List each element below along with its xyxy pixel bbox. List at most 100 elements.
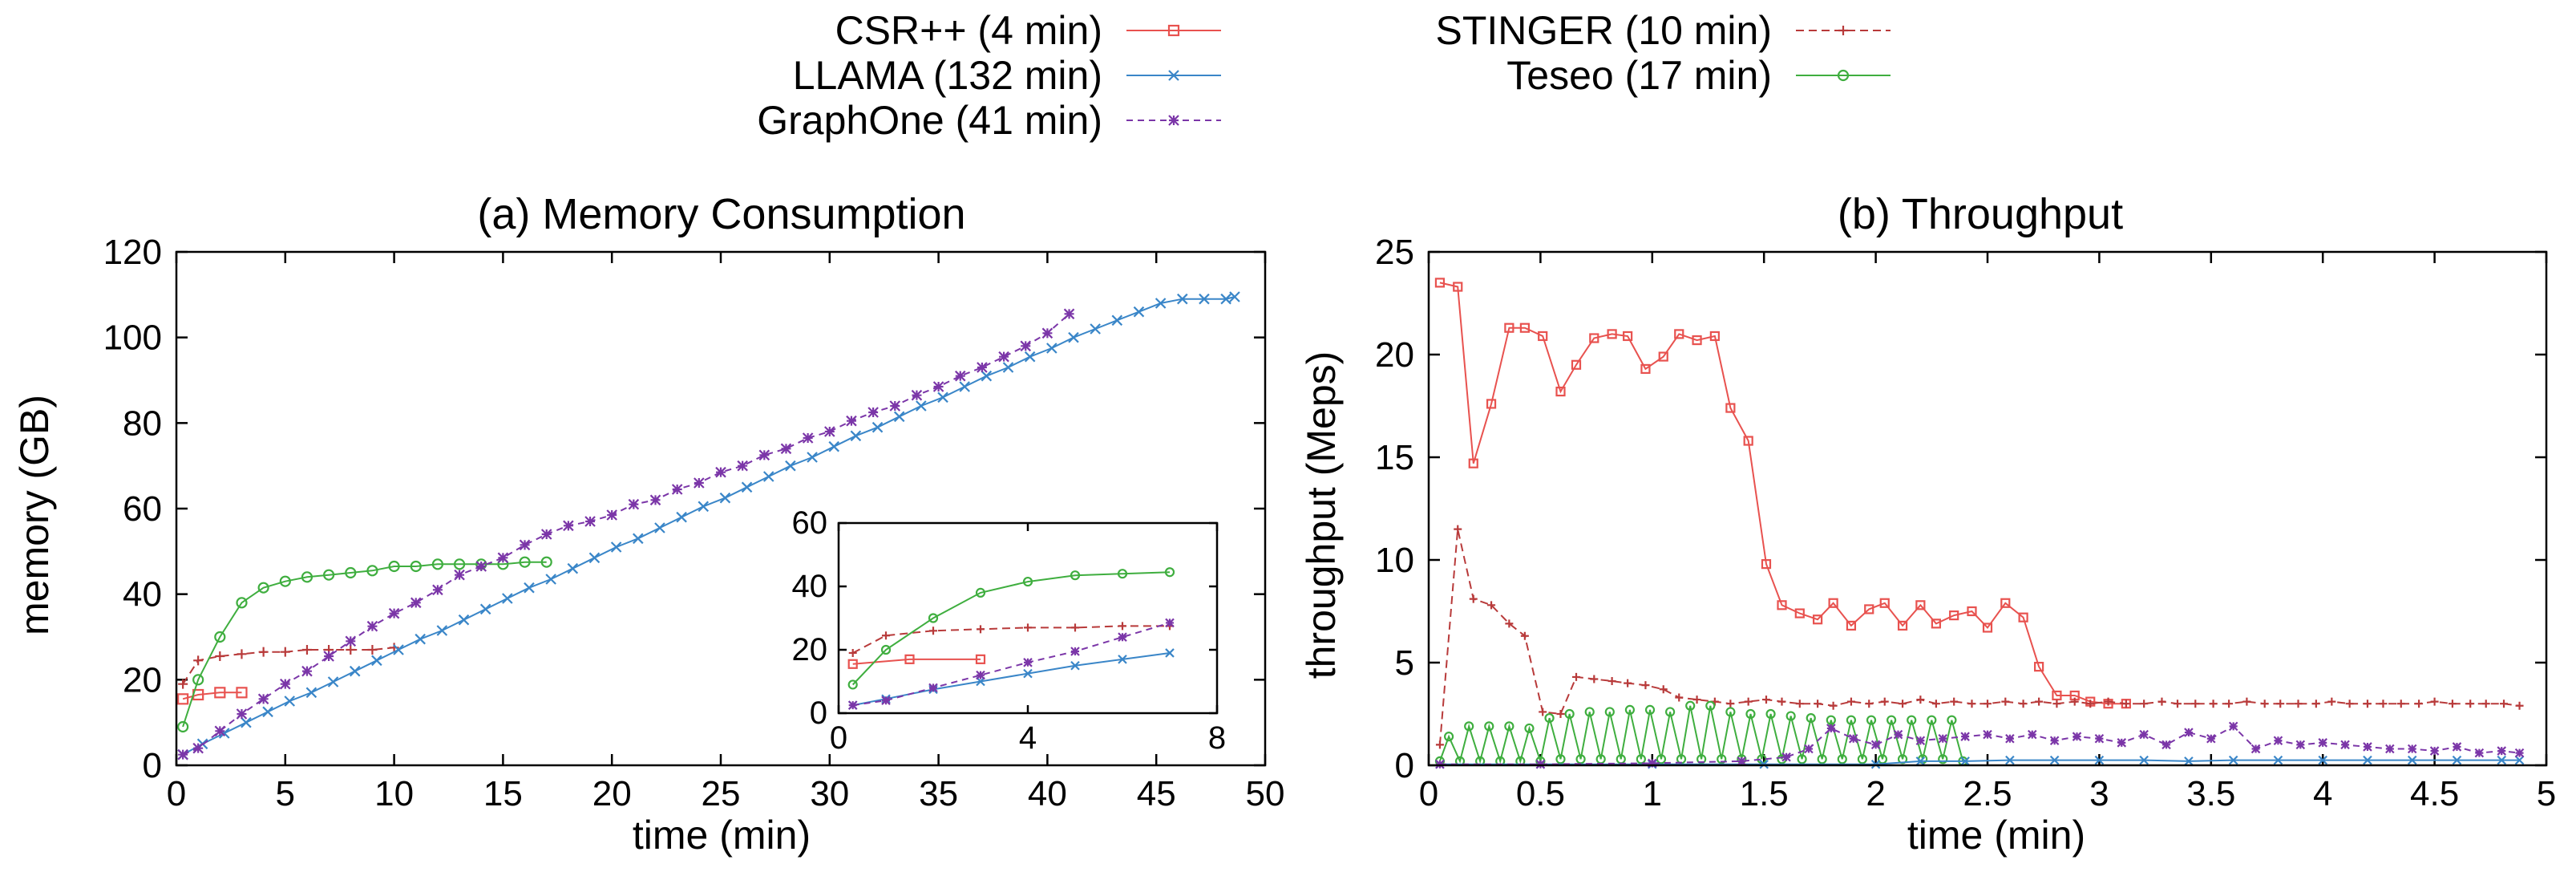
memory-point-csr	[236, 687, 248, 699]
memory-point-llama	[1111, 314, 1123, 326]
throughput-point-stinger	[2415, 700, 2424, 708]
throughput-point-teseo	[1604, 707, 1615, 717]
throughput-line-llama	[1439, 759, 2520, 765]
throughput-point-csr	[1879, 598, 1890, 608]
memory-inset-plot-frame	[837, 521, 1219, 715]
throughput-point-stinger	[2086, 700, 2095, 708]
legend-entry-llama: LLAMA (132 min)	[793, 53, 1221, 98]
throughput-point-stinger	[2157, 697, 2166, 706]
throughput-point-stinger	[1454, 525, 1462, 533]
throughput-point-stinger	[2121, 700, 2130, 708]
memory-point-graphone	[519, 539, 531, 551]
throughput-point-teseo	[1866, 715, 1877, 725]
memory-inset-point-stinger	[929, 627, 937, 635]
throughput-point-graphone	[1826, 724, 1836, 733]
memory-inset-point-teseo	[880, 644, 892, 655]
throughput-point-teseo	[1947, 715, 1957, 725]
throughput-xtick-label: 4	[2313, 774, 2332, 813]
throughput-xtick-label: 2	[1866, 774, 1885, 813]
throughput-point-teseo	[1705, 700, 1716, 711]
memory-point-stinger	[215, 651, 225, 661]
memory-chart: (a) Memory Consumption memory (GB) time …	[12, 190, 1284, 858]
throughput-point-teseo	[1725, 707, 1736, 717]
throughput-point-stinger	[1829, 701, 1838, 710]
memory-point-llama	[371, 655, 382, 667]
throughput-point-teseo	[1938, 754, 1948, 764]
memory-inset-point-graphone	[847, 700, 858, 710]
legend-marker-graphone	[1168, 115, 1179, 126]
memory-point-graphone	[867, 407, 879, 418]
throughput-point-stinger	[2327, 697, 2336, 706]
legend-label-graphone: GraphOne (41 min)	[757, 98, 1102, 143]
throughput-point-stinger	[2396, 700, 2405, 708]
throughput-point-stinger	[2515, 701, 2524, 710]
throughput-point-teseo	[1636, 754, 1646, 764]
throughput-point-csr	[1453, 282, 1463, 292]
throughput-point-graphone	[1915, 736, 1926, 746]
memory-xtick-label: 25	[702, 774, 741, 813]
memory-point-teseo	[345, 566, 357, 579]
throughput-point-stinger	[1675, 693, 1684, 702]
throughput-point-stinger	[2242, 697, 2251, 706]
memory-inset-point-stinger	[977, 625, 985, 634]
memory-point-llama	[1220, 293, 1231, 305]
memory-point-graphone	[388, 607, 400, 619]
throughput-point-csr	[1777, 600, 1787, 610]
memory-inset-point-llama	[1118, 655, 1127, 664]
throughput-point-graphone	[1848, 733, 1858, 744]
throughput-point-csr	[1915, 600, 1926, 610]
memory-inset-point-llama	[1023, 668, 1033, 679]
throughput-point-teseo	[1555, 754, 1566, 764]
memory-inset-line-llama	[852, 652, 1171, 707]
memory-point-llama	[524, 582, 535, 594]
throughput-point-stinger	[1744, 697, 1753, 706]
memory-inset-point-teseo	[1117, 569, 1128, 579]
memory-point-llama	[415, 633, 426, 645]
memory-inset-point-graphone	[1070, 647, 1080, 656]
memory-point-teseo	[366, 565, 378, 577]
memory-point-graphone	[977, 362, 988, 373]
memory-line-teseo	[182, 561, 547, 728]
throughput-point-stinger	[2466, 700, 2475, 708]
throughput-point-teseo	[1665, 707, 1676, 717]
memory-point-teseo	[519, 556, 531, 568]
memory-xtick-label: 10	[374, 774, 414, 813]
throughput-point-llama	[1759, 759, 1769, 769]
memory-point-llama	[262, 706, 273, 718]
memory-inset-point-graphone	[928, 683, 938, 693]
throughput-point-llama	[2407, 755, 2417, 765]
throughput-point-graphone	[1648, 758, 1657, 769]
throughput-point-llama	[2514, 755, 2525, 765]
memory-ytick-label: 100	[103, 318, 162, 358]
memory-point-teseo	[301, 571, 313, 583]
throughput-point-stinger	[2070, 697, 2079, 706]
throughput-chart-title: (b) Throughput	[1838, 190, 2123, 238]
throughput-point-csr	[1761, 559, 1772, 570]
throughput-ytick-label: 5	[1395, 643, 1414, 683]
throughput-point-stinger	[1950, 697, 1959, 706]
memory-point-teseo	[410, 560, 422, 573]
throughput-point-stinger	[1931, 700, 1940, 708]
throughput-ytick-label: 25	[1375, 233, 1414, 272]
throughput-point-graphone	[2027, 729, 2037, 740]
memory-point-llama	[633, 533, 644, 545]
memory-point-stinger	[367, 645, 378, 655]
throughput-point-stinger	[1435, 740, 1444, 749]
memory-point-llama	[654, 522, 665, 533]
memory-point-stinger	[178, 679, 188, 689]
memory-point-llama	[937, 391, 948, 404]
memory-point-llama	[916, 400, 927, 412]
throughput-line-stinger	[1438, 529, 2520, 745]
throughput-point-teseo	[1826, 715, 1836, 725]
memory-point-graphone	[932, 381, 944, 392]
throughput-point-graphone	[2161, 740, 2171, 750]
throughput-point-teseo	[1564, 708, 1575, 720]
memory-point-graphone	[454, 569, 465, 581]
throughput-point-graphone	[2514, 748, 2525, 758]
memory-point-graphone	[214, 725, 226, 737]
throughput-point-teseo	[1443, 732, 1454, 742]
memory-point-llama	[1229, 291, 1240, 302]
memory-inset-point-graphone	[1118, 632, 1127, 642]
throughput-xtick-label: 1	[1643, 774, 1662, 813]
legend-entry-teseo: Teseo (17 min)	[1506, 53, 1891, 98]
